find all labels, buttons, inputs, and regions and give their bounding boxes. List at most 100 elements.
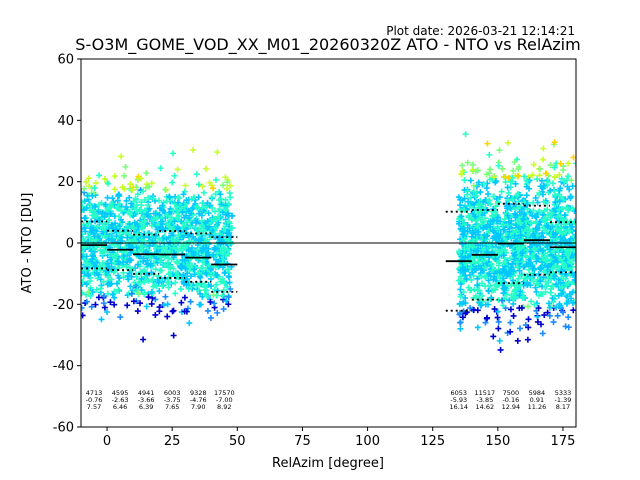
data-point [474, 324, 481, 331]
data-point [510, 312, 517, 319]
data-point [118, 153, 125, 160]
data-point [107, 211, 114, 218]
bin-mean-label: -0.76 [86, 396, 103, 404]
data-point [527, 248, 534, 255]
data-point [501, 286, 508, 293]
data-point [465, 214, 472, 221]
data-point [158, 267, 165, 274]
data-point [556, 206, 563, 213]
data-point [92, 301, 99, 308]
data-point [497, 278, 504, 285]
data-point [457, 273, 464, 280]
data-point [219, 292, 226, 299]
data-point [543, 170, 550, 177]
data-point [141, 291, 148, 298]
data-point [523, 183, 530, 190]
data-point [137, 300, 144, 307]
data-point [511, 288, 518, 295]
data-point [107, 256, 114, 263]
data-point [527, 259, 534, 266]
data-point [490, 333, 497, 340]
data-point [206, 179, 213, 186]
data-point [462, 254, 469, 261]
data-point [517, 232, 524, 239]
data-point [511, 251, 518, 258]
data-point [495, 162, 502, 169]
data-point [558, 268, 565, 275]
data-point [524, 201, 531, 208]
data-point [557, 160, 564, 167]
x-tick-label: 0 [103, 434, 111, 449]
data-point [136, 245, 143, 252]
data-point [156, 211, 163, 218]
data-point [127, 257, 134, 264]
data-point [568, 295, 575, 302]
data-point [134, 286, 141, 293]
data-point [476, 299, 483, 306]
data-point [561, 261, 568, 268]
data-point [495, 325, 502, 332]
data-point [572, 247, 576, 254]
data-point [533, 258, 540, 265]
data-point [157, 165, 164, 172]
data-point [555, 276, 562, 283]
data-point [111, 301, 118, 308]
data-point [548, 286, 555, 293]
data-point [138, 236, 145, 243]
bin-mean-label: -5.93 [450, 396, 467, 404]
data-point [475, 258, 482, 265]
data-point [499, 246, 506, 253]
data-point [186, 320, 193, 327]
data-point [456, 300, 463, 307]
data-point [462, 131, 469, 138]
data-point [91, 185, 98, 192]
data-point [222, 174, 229, 181]
data-point [503, 291, 510, 298]
data-point [141, 279, 148, 286]
data-point [457, 202, 464, 209]
bin-count-label: 5333 [555, 389, 572, 397]
data-point [545, 264, 552, 271]
data-point [140, 188, 147, 195]
data-point [492, 179, 499, 186]
data-point [226, 190, 233, 197]
data-point [527, 208, 534, 215]
data-point [162, 293, 169, 300]
data-point [537, 321, 544, 328]
data-point [138, 275, 145, 282]
data-point [119, 184, 126, 191]
data-point [140, 336, 147, 343]
bin-mean-label: -3.75 [164, 396, 181, 404]
data-point [524, 336, 531, 343]
data-point [457, 280, 464, 287]
data-point [175, 225, 182, 232]
data-point [456, 248, 463, 255]
data-point [220, 306, 227, 313]
data-point [130, 298, 137, 305]
data-point [219, 182, 226, 189]
data-point [148, 269, 155, 276]
data-point [467, 264, 474, 271]
data-point [94, 233, 101, 240]
data-point [194, 247, 201, 254]
data-point [112, 220, 119, 227]
data-point [138, 199, 145, 206]
data-point [461, 207, 468, 214]
data-point [492, 255, 499, 262]
data-point [185, 246, 192, 253]
data-point [496, 147, 503, 154]
data-point [540, 274, 547, 281]
data-point [143, 170, 150, 177]
data-point [172, 290, 179, 297]
data-point [549, 239, 556, 246]
data-point [203, 292, 210, 299]
data-point [516, 292, 523, 299]
data-point [541, 262, 548, 269]
data-point [540, 268, 547, 275]
data-point [214, 149, 221, 156]
data-point [475, 228, 482, 235]
data-point [553, 304, 560, 311]
data-point [475, 179, 482, 186]
data-point [144, 230, 151, 237]
data-point [128, 290, 135, 297]
